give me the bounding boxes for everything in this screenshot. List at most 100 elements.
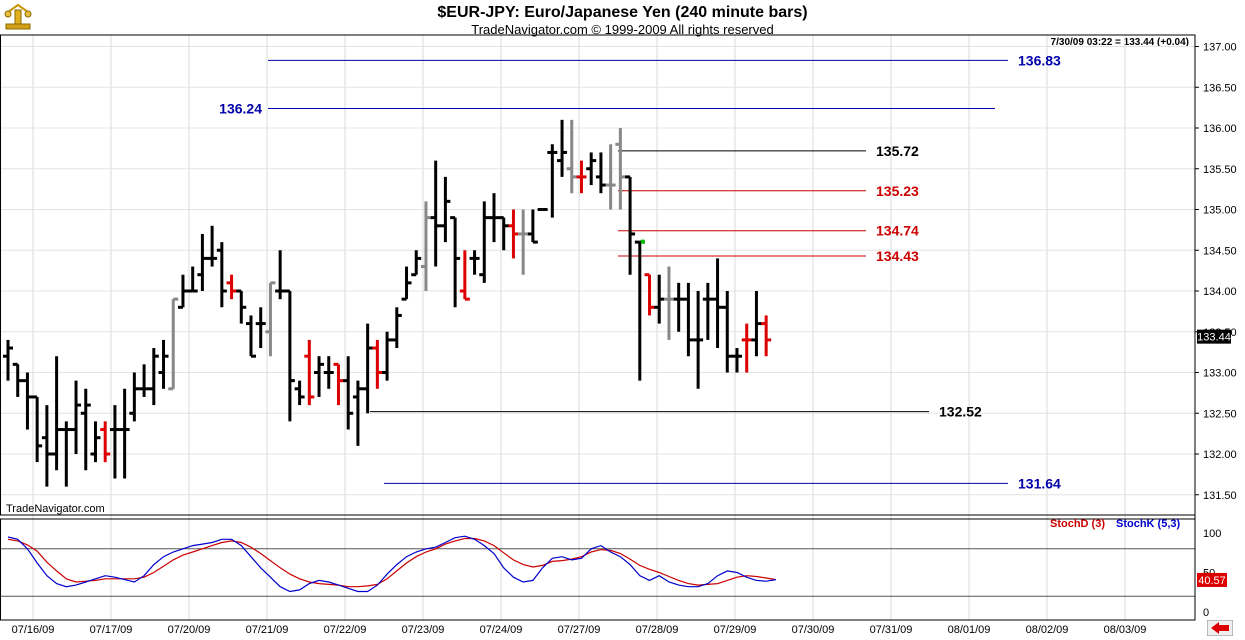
ohlc-bar <box>732 348 742 373</box>
osc-y-tick-label: 100 <box>1203 528 1221 540</box>
ohlc-bar <box>119 388 130 479</box>
y-tick-label: 135.50 <box>1203 164 1237 176</box>
level-label: 136.24 <box>219 100 262 116</box>
last-price-box <box>1197 329 1231 344</box>
ohlc-bar <box>109 405 120 479</box>
ohlc-bar <box>148 348 159 406</box>
x-tick-label: 07/21/09 <box>246 624 289 636</box>
ohlc-bar <box>673 282 684 332</box>
ohlc-bar <box>304 339 315 406</box>
ohlc-bar <box>527 209 538 244</box>
ohlc-bar <box>32 395 43 463</box>
x-tick-label: 07/28/09 <box>636 624 679 636</box>
y-tick-label: 135.00 <box>1203 205 1237 217</box>
ohlc-bar <box>595 152 606 194</box>
ohlc-bar <box>255 307 266 349</box>
stochk-legend: StochK (5,3) <box>1116 518 1181 530</box>
level-label: 134.43 <box>876 248 919 264</box>
ohlc-bar <box>557 119 568 177</box>
ohlc-bar <box>450 216 461 308</box>
stochastic-oscillator <box>0 535 1195 597</box>
ohlc-bar <box>71 380 82 454</box>
ohlc-bar <box>430 160 441 267</box>
ohlc-bar <box>489 193 499 243</box>
x-tick-label: 07/27/09 <box>558 624 601 636</box>
level-label: 136.83 <box>1018 52 1061 68</box>
y-tick-label: 132.00 <box>1203 449 1237 461</box>
last-price-label: 133.44 <box>1197 332 1231 344</box>
ohlc-bar <box>3 339 13 381</box>
ohlc-bar <box>294 380 305 406</box>
level-label: 135.23 <box>876 183 919 199</box>
ohlc-bar <box>712 258 723 349</box>
price-panel-border <box>0 34 1196 516</box>
ohlc-bar <box>382 331 393 381</box>
y-tick-label: 136.50 <box>1203 82 1237 94</box>
y-tick-label: 136.00 <box>1203 123 1237 135</box>
x-tick-label: 07/29/09 <box>714 624 757 636</box>
y-tick-label: 132.50 <box>1203 408 1237 420</box>
ohlc-bar <box>518 209 529 275</box>
ohlc-bar <box>654 274 665 324</box>
y-tick-label: 134.50 <box>1203 245 1237 257</box>
ohlc-bar <box>314 356 325 397</box>
grid-lines <box>0 35 1195 620</box>
ohlc-bar <box>401 266 412 301</box>
copyright-text: TradeNavigator.com © 1999-2009 All right… <box>471 22 774 37</box>
stoch-series-line <box>7 535 776 593</box>
green-marker <box>640 239 645 244</box>
ohlc-bar <box>362 323 373 414</box>
x-tick-label: 07/16/09 <box>12 624 55 636</box>
ohlc-bar <box>751 291 762 357</box>
ohlc-bar <box>663 266 674 340</box>
ohlc-bar <box>158 339 169 389</box>
ohlc-bar <box>459 250 470 301</box>
y-tick-label: 134.00 <box>1203 286 1237 298</box>
ohlc-bar <box>352 380 363 446</box>
ohlc-bar <box>469 250 480 275</box>
ohlc-bar <box>683 282 694 357</box>
x-tick-label: 07/22/09 <box>324 624 367 636</box>
ohlc-bar <box>343 356 354 430</box>
ohlc-bar <box>605 144 616 210</box>
stoch-series-line <box>7 537 776 588</box>
ohlc-bar <box>197 233 208 291</box>
ohlc-bar <box>265 281 276 357</box>
x-tick-label: 07/17/09 <box>90 624 133 636</box>
ohlc-bar <box>22 372 33 430</box>
ohlc-bar <box>100 421 111 463</box>
ohlc-bar <box>615 128 626 210</box>
ohlc-bar <box>693 291 704 389</box>
axes: 07/16/09 07/17/09 07/20/09 07/21/09 07/22/09… <box>0 34 1237 636</box>
ohlc-bar <box>634 240 645 381</box>
ohlc-bar <box>498 216 509 251</box>
scroll-left-arrow-icon[interactable] <box>1207 620 1233 636</box>
ohlc-bar <box>275 250 286 300</box>
stochd-legend: StochD (3) <box>1050 518 1105 530</box>
ohlc-bar <box>547 144 558 218</box>
quote-readout: 7/30/09 03:22 = 133.44 (+0.04) <box>1050 37 1189 48</box>
y-tick-label: 131.50 <box>1203 490 1237 502</box>
ohlc-bar <box>216 242 227 308</box>
x-tick-label: 07/30/09 <box>792 624 835 636</box>
ohlc-bar <box>440 176 451 243</box>
x-tick-label: 08/01/09 <box>948 624 991 636</box>
ohlc-bar <box>625 175 636 275</box>
ohlc-bar <box>479 201 490 283</box>
ohlc-bar <box>411 250 422 277</box>
x-tick-label: 07/23/09 <box>402 624 445 636</box>
ohlc-bar <box>61 421 72 487</box>
ohlc-bar <box>722 291 733 373</box>
ohlc-bar <box>284 289 295 422</box>
x-tick-label: 07/31/09 <box>870 624 913 636</box>
ohlc-bar <box>51 356 62 471</box>
ohlc-bar <box>372 339 383 389</box>
ohlc-bar <box>226 274 237 300</box>
osc-last-value-label: 40.57 <box>1198 575 1226 587</box>
ohlc-bar <box>644 273 655 316</box>
x-tick-label: 08/02/09 <box>1026 624 1069 636</box>
y-tick-label: 137.00 <box>1203 42 1237 54</box>
price-bars <box>3 119 772 487</box>
